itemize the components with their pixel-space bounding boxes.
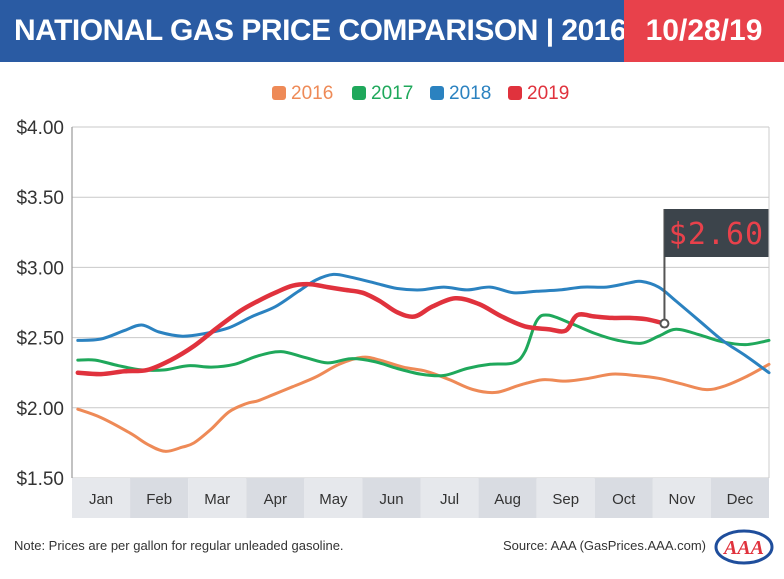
y-tick-label: $2.50 <box>16 329 64 350</box>
month-band <box>594 478 653 518</box>
series-line-2016 <box>76 355 771 453</box>
series-line-2017 <box>76 313 771 378</box>
callout-box <box>664 209 769 257</box>
x-tick-label: Jun <box>379 491 403 508</box>
current-price-callout: $2.60 <box>659 209 769 329</box>
x-tick-label: Feb <box>146 491 172 508</box>
legend-swatch <box>430 86 444 100</box>
y-tick-label: $2.00 <box>16 399 64 420</box>
series-line-2018 <box>76 272 771 375</box>
month-band <box>710 478 769 518</box>
aaa-logo-text: AAA <box>722 537 764 559</box>
callout-marker <box>659 318 670 329</box>
month-band <box>188 478 247 518</box>
month-band <box>130 478 189 518</box>
x-axis-band <box>72 478 769 518</box>
date-badge: 10/28/19 <box>624 0 784 62</box>
x-tick-label: Oct <box>612 491 636 508</box>
legend-label: 2019 <box>527 83 569 104</box>
header: NATIONAL GAS PRICE COMPARISON | 2016-201… <box>0 0 784 62</box>
y-tick-label: $3.50 <box>16 188 64 209</box>
month-band <box>420 478 479 518</box>
legend-swatch <box>352 86 366 100</box>
gas-price-chart: 2016 2017 2018 2019 $1.50 $2.00 $2.50 $3.00 $3.… <box>16 83 771 518</box>
x-tick-label: Sep <box>552 491 579 508</box>
month-band <box>478 478 537 518</box>
legend-swatch <box>272 86 286 100</box>
x-tick-label: Aug <box>494 491 521 508</box>
legend-label: 2018 <box>449 83 491 104</box>
x-tick-label: Jul <box>440 491 459 508</box>
y-tick-label: $1.50 <box>16 469 64 490</box>
x-tick-label: Mar <box>204 491 230 508</box>
y-tick-label: $3.00 <box>16 258 64 279</box>
page-title: NATIONAL GAS PRICE COMPARISON | 2016-201… <box>0 0 701 62</box>
y-tick-label: $4.00 <box>16 118 64 139</box>
x-tick-label: Nov <box>669 491 696 508</box>
month-band <box>652 478 711 518</box>
x-tick-label: Jan <box>89 491 113 508</box>
series-line-2019 <box>75 281 667 377</box>
month-band <box>362 478 421 518</box>
chart-legend: 2016 2017 2018 2019 <box>272 83 569 104</box>
source-credit: Source: AAA (GasPrices.AAA.com) <box>502 538 706 553</box>
x-tick-label: Dec <box>727 491 754 508</box>
callout-price: $2.60 <box>669 217 764 252</box>
x-tick-label: Apr <box>264 491 287 508</box>
legend-swatch <box>508 86 522 100</box>
month-band <box>304 478 363 518</box>
series-lines <box>75 272 771 453</box>
legend-label: 2017 <box>371 83 413 104</box>
x-axis-labels: Jan Feb Mar Apr May Jun Jul Aug Sep Oct Nov Dec <box>89 491 754 508</box>
aaa-logo: AAA <box>714 529 774 565</box>
month-band <box>536 478 595 518</box>
month-band <box>246 478 305 518</box>
legend-label: 2016 <box>291 83 333 104</box>
x-tick-label: May <box>319 491 348 508</box>
footnote: Note: Prices are per gallon for regular … <box>14 538 344 553</box>
month-band <box>72 478 131 518</box>
y-axis-labels: $1.50 $2.00 $2.50 $3.00 $3.50 $4.00 <box>16 118 64 490</box>
plot-frame <box>71 127 770 478</box>
